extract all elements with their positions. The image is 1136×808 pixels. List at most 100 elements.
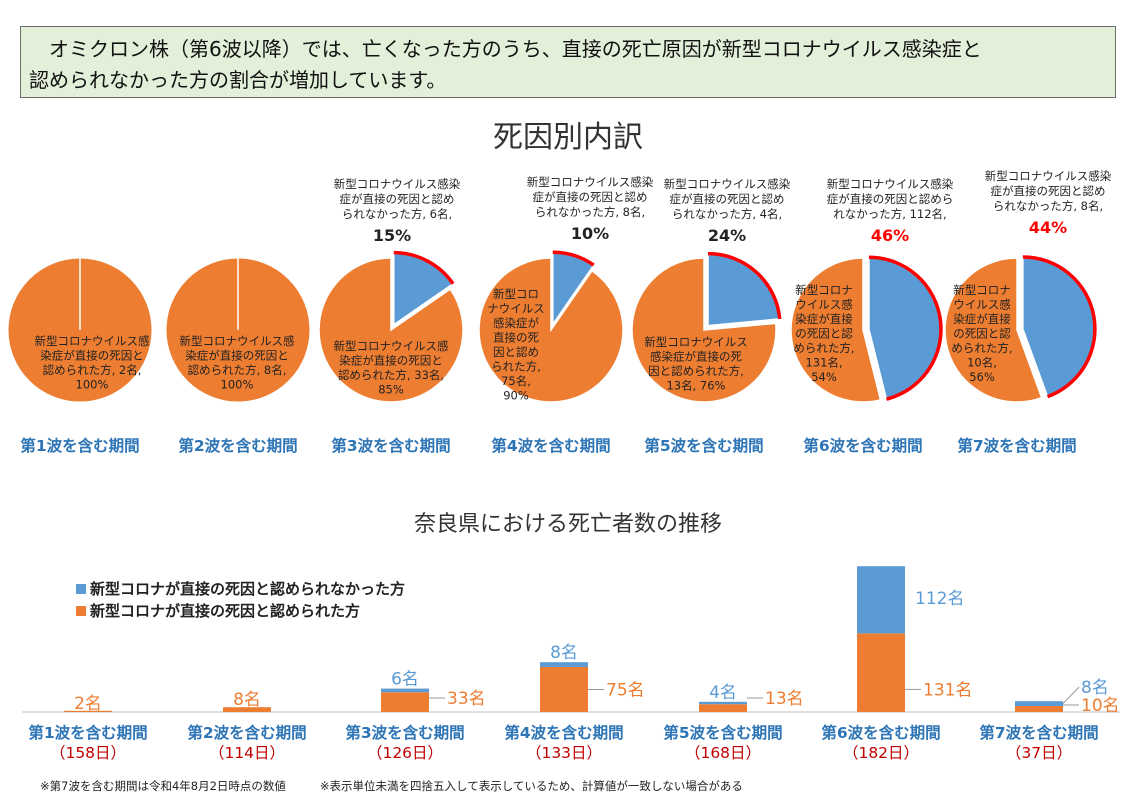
pie-7-inner-label-line: ウイルス感 [953,298,1011,312]
pie-4-inner-label-line: 90% [503,389,529,403]
pie-4-outer-label-line: られなかった方, 8名, [535,205,645,219]
pie-4-inner-label: 新型コロナウイルス感染症が直接の死因と認められた方, 75名, 90% [487,287,545,403]
pie-6-highlight-arc [868,255,943,401]
pie-5-outer-label: 新型コロナウイルス感染症が直接の死因と認められなかった方, 4名, [664,177,791,221]
pie-3-outer-pct: 15% [373,226,411,245]
bar-4-category-label: 第4波を含む期間 [504,723,623,742]
pie-5-inner-label-line: 13名, 76% [666,379,725,393]
pie-7-outer-label-line: られなかった方, 8名, [993,199,1103,213]
bar-3-category-label: 第3波を含む期間 [345,723,464,742]
bar-7-category-label: 第7波を含む期間 [979,723,1098,742]
bar-7-days-label: （37日） [1006,744,1072,762]
bar-3-direct-value: 33名 [447,689,486,709]
summary-banner: オミクロン株（第6波以降）では、亡くなった方のうち、直接の死亡原因が新型コロナウ… [20,26,1116,98]
pie-7-inner-label-line: 10名, [967,356,997,370]
pie-4-inner-label-line: 直接の死 [493,331,539,345]
legend-swatch-not-direct [76,584,86,594]
pie-7-inner-label-line: 新型コロナ [953,283,1011,297]
footnote-2: ※表示単位未満を四捨五入して表示しているため、計算値が一致しない場合がある [319,779,743,793]
legend-item-direct: 新型コロナが直接の死因と認められた方 [76,600,405,622]
pie-6-slice-not-direct [868,256,942,401]
pie-5-inner-label-line: 感染症が直接の死 [650,350,742,364]
pie-4-outer-pct: 10% [571,224,609,243]
pie-3-slice-direct [318,257,464,403]
pie-5-inner-label: 新型コロナウイルス感染症が直接の死因と認められた方, 13名, 76% [644,335,748,393]
pie-3-inner-label-line: 新型コロナウイルス感 [334,339,449,353]
pie-4-highlight-arc [552,250,595,267]
pie-7-period-label: 第7波を含む期間 [957,436,1076,455]
pie-2-inner-label-line: 認められた方, 8名, [188,363,287,377]
pie-6-inner-label-line: 染症が直接 [795,312,853,326]
pie-4-outer-label-line: 症が直接の死因と認め [533,190,648,204]
bar-5-direct [699,704,747,712]
pie-6-outer-label: 新型コロナウイルス感染症が直接の死因と認められなかった方, 112名, [827,177,954,221]
pie-7-outer-label-line: 新型コロナウイルス感染 [985,169,1112,183]
legend-label-not-direct: 新型コロナが直接の死因と認められなかった方 [90,580,406,598]
pie-7-highlight-arc [1022,255,1097,399]
legend-label-direct: 新型コロナが直接の死因と認められた方 [90,602,361,620]
bar-5-days-label: （168日） [685,744,761,762]
bar-4-direct [540,667,588,712]
bar-3-not-direct [381,688,429,693]
bar-1-direct-value: 2名 [74,694,102,714]
pie-4-outer-label: 新型コロナウイルス感染症が直接の死因と認められなかった方, 8名, [527,175,654,219]
pie-6-inner-label: 新型コロナウイルス感染症が直接の死因と認められた方, 131名, 54% [793,283,854,384]
bar-2-category-label: 第2波を含む期間 [187,723,306,742]
bar-5-category-label: 第5波を含む期間 [663,723,782,742]
bar-7-not-direct-value: 8名 [1081,678,1109,698]
pie-4-inner-label-line: 感染症が [493,316,539,330]
bar-6-days-label: （182日） [843,744,919,762]
pie-7-inner-label: 新型コロナウイルス感染症が直接の死因と認められた方, 10名, 56% [951,283,1012,384]
pie-6-inner-label-line: ウイルス感 [795,298,853,312]
pie-3-highlight-arc [393,250,455,285]
pie-5-outer-label-line: られなかった方, 4名, [672,207,782,221]
bar-6-direct [857,633,905,712]
pie-6-outer-label-line: れなかった方, 112名, [833,207,946,221]
pie-4-period-label: 第4波を含む期間 [491,436,610,455]
pie-5-inner-label-line: 新型コロナウイルス [644,335,748,349]
pie-6-outer-pct: 46% [871,226,909,245]
bar-chart-title: 奈良県における死亡者数の推移 [413,512,722,537]
pie-3-outer-label-line: 症が直接の死因と認め [340,192,455,206]
pie-3-outer-label-line: 新型コロナウイルス感染 [334,177,461,191]
pie-4-inner-label-line: 因と認め [493,345,539,359]
pie-5-slice-direct [631,257,777,403]
bar-4-direct-value: 75名 [606,681,645,701]
pie-2-inner-label: 新型コロナウイルス感染症が直接の死因と認められた方, 8名, 100% [180,334,295,392]
bar-4-not-direct-value: 8名 [550,643,578,663]
pie-7-outer-label: 新型コロナウイルス感染症が直接の死因と認められなかった方, 8名, [985,169,1112,213]
pie-5-outer-pct: 24% [708,226,746,245]
pie-5-outer-label-line: 新型コロナウイルス感染 [664,177,791,191]
pie-7-slice-direct [944,257,1043,403]
pie-7-inner-label-line: の死因と認 [953,327,1011,341]
pie-5-period-label: 第5波を含む期間 [644,436,763,455]
bar-6-direct-value: 131名 [923,680,972,700]
pie-7-outer-label-line: 症が直接の死因と認め [991,184,1106,198]
footnote-1: ※第7波を含む期間は令和4年8月2日時点の数値 [40,779,286,793]
pie-1-inner-label-line: 染症が直接の死因と [40,349,144,363]
pie-6-inner-label-line: められた方, [793,341,854,355]
pie-7-inner-label-line: 56% [969,370,995,384]
pie-3-inner-label-line: 認められた方, 33名, [338,368,444,382]
bar-5-not-direct [699,701,747,705]
bar-2-direct [223,707,271,712]
pie-3-outer-label-line: られなかった方, 6名, [342,207,452,221]
bar-5-not-direct-value: 4名 [709,683,737,703]
pie-4-outer-label-line: 新型コロナウイルス感染 [527,175,654,189]
pie-2-inner-label-line: 新型コロナウイルス感 [180,334,295,348]
bar-2-direct-value: 8名 [233,690,261,710]
pie-6-inner-label-line: 新型コロナ [795,283,853,297]
summary-line-1: オミクロン株（第6波以降）では、亡くなった方のうち、直接の死亡原因が新型コロナウ… [29,37,982,61]
pie-6-inner-label-line: 54% [811,370,837,384]
bar-7-direct-value: 10名 [1081,696,1120,716]
bar-7-direct [1015,706,1063,712]
pie-2-inner-label-line: 染症が直接の死因と [185,349,289,363]
bar-1-category-label: 第1波を含む期間 [28,723,147,742]
pie-4-inner-label-line: 新型コロ [493,287,539,301]
footnotes: ※第7波を含む期間は令和4年8月2日時点の数値 ※表示単位未満を四捨五入して表示し… [40,778,777,794]
pie-1-period-label: 第1波を含む期間 [20,436,139,455]
pie-4-slice-direct [478,257,624,403]
bar-4-days-label: （133日） [526,744,602,762]
legend-swatch-direct [76,606,86,616]
